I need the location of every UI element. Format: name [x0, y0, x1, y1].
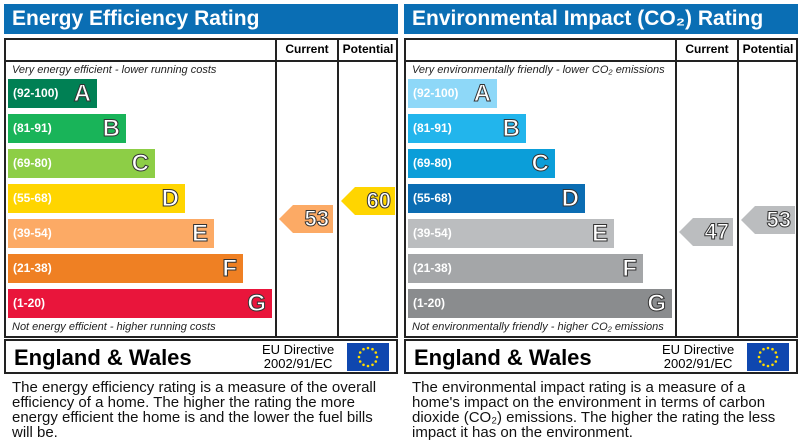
top-note: Very energy efficient - lower running co…: [12, 64, 217, 76]
band-range: (21-38): [413, 261, 452, 275]
band-range: (1-20): [413, 296, 446, 310]
band-range: (39-54): [13, 226, 52, 240]
column-divider: [737, 40, 739, 336]
directive-label: EU Directive: [262, 342, 335, 357]
current-column-header: Current: [685, 42, 729, 56]
band-range: (81-91): [413, 121, 452, 135]
band-bar-g: (1-20) G: [8, 289, 272, 318]
band-letter: F: [222, 255, 238, 283]
footer: England & Wales EU Directive 2002/91/EC: [404, 339, 798, 374]
band-range: (21-38): [13, 261, 52, 275]
band-letter: B: [102, 115, 120, 143]
column-divider: [675, 40, 677, 336]
band-bar-g: (1-20) G: [408, 289, 672, 318]
header-divider: [406, 60, 796, 62]
band-range: (55-68): [413, 191, 452, 205]
description: The environmental impact rating is a mea…: [412, 379, 776, 441]
band-bar-c: (69-80) C: [408, 149, 555, 178]
band-bar-f: (21-38) F: [8, 254, 243, 283]
top-note: Very environmentally friendly - lower CO…: [412, 64, 665, 76]
band-letter: E: [591, 220, 608, 248]
description: The energy efficiency rating is a measur…: [12, 379, 377, 441]
eu-directive: EU Directive 2002/91/EC: [262, 343, 334, 371]
energy-efficiency-panel: Energy Efficiency Rating Current Potential…: [4, 0, 398, 447]
band-bar-b: (81-91) B: [8, 114, 126, 143]
region-label: England & Wales: [14, 345, 192, 370]
band-bar-e: (39-54) E: [8, 219, 214, 248]
band-range: (81-91): [13, 121, 52, 135]
band-bar-d: (55-68) D: [8, 184, 185, 213]
bottom-note: Not energy efficient - higher running co…: [12, 321, 216, 333]
directive-code: 2002/91/EC: [263, 356, 333, 371]
rating-table: Current Potential Very environmentally fri…: [404, 38, 798, 338]
eu-flag-icon: [347, 343, 389, 371]
band-bar-d: (55-68) D: [408, 184, 585, 213]
band-letter: D: [561, 185, 579, 213]
environmental-impact-panel: Environmental Impact (CO₂) Rating Current…: [404, 0, 798, 447]
band-bar-a: (92-100) A: [408, 79, 497, 108]
directive-label: EU Directive: [662, 342, 735, 357]
band-letter: A: [473, 80, 491, 108]
band-letter: F: [622, 255, 638, 283]
band-range: (1-20): [13, 296, 46, 310]
band-bar-f: (21-38) F: [408, 254, 643, 283]
band-bar-b: (81-91) B: [408, 114, 526, 143]
band-letter: C: [131, 150, 149, 178]
header-divider: [6, 60, 396, 62]
band-letter: G: [647, 290, 667, 318]
chart-title: Energy Efficiency Rating: [4, 4, 398, 34]
band-bar-e: (39-54) E: [408, 219, 614, 248]
band-range: (39-54): [413, 226, 452, 240]
band-range: (55-68): [13, 191, 52, 205]
footer: England & Wales EU Directive 2002/91/EC: [4, 339, 398, 374]
band-letter: A: [73, 80, 91, 108]
current-column-header: Current: [285, 42, 329, 56]
band-range: (92-100): [13, 86, 59, 100]
band-bar-c: (69-80) C: [8, 149, 155, 178]
column-divider: [275, 40, 277, 336]
potential-column-header: Potential: [742, 42, 794, 56]
potential-column-header: Potential: [342, 42, 394, 56]
directive-code: 2002/91/EC: [663, 356, 733, 371]
band-range: (92-100): [413, 86, 459, 100]
band-bar-a: (92-100) A: [8, 79, 97, 108]
band-letter: C: [531, 150, 549, 178]
rating-table: Current Potential Very energy efficient - …: [4, 38, 398, 338]
band-range: (69-80): [13, 156, 52, 170]
band-letter: D: [161, 185, 179, 213]
eu-directive: EU Directive 2002/91/EC: [662, 343, 734, 371]
band-range: (69-80): [413, 156, 452, 170]
eu-flag-icon: [747, 343, 789, 371]
column-divider: [337, 40, 339, 336]
band-letter: B: [502, 115, 520, 143]
chart-title: Environmental Impact (CO₂) Rating: [404, 4, 798, 34]
band-letter: E: [191, 220, 208, 248]
bottom-note: Not environmentally friendly - higher CO…: [412, 321, 664, 333]
band-letter: G: [247, 290, 267, 318]
region-label: England & Wales: [414, 345, 592, 370]
